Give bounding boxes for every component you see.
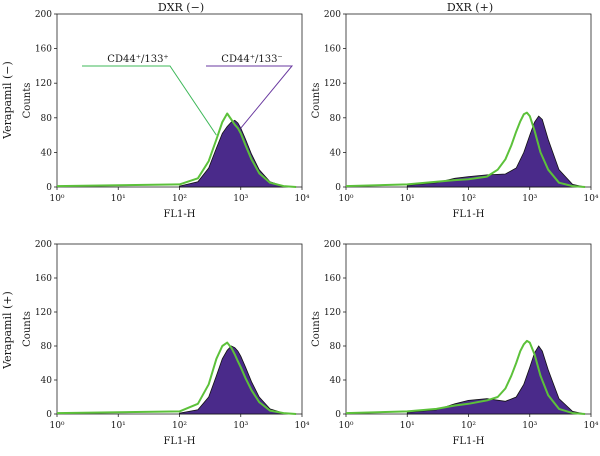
x-axis-label: FL1-H <box>452 436 484 447</box>
x-axis-label: FL1-H <box>163 436 195 447</box>
y-tick-label: 40 <box>41 148 53 158</box>
x-tick-label: 10⁴ <box>583 194 598 204</box>
row-label-verapamil-neg: Verapamil (−) <box>1 61 14 140</box>
y-tick-label: 120 <box>35 79 52 89</box>
y-tick-label: 40 <box>41 376 53 386</box>
y-tick-label: 80 <box>41 114 53 124</box>
x-tick-label: 10² <box>172 421 187 431</box>
y-tick-label: 40 <box>330 148 342 158</box>
y-tick-label: 200 <box>35 10 52 20</box>
x-axis-label: FL1-H <box>163 209 195 220</box>
panel-bottom-right: 0 40 80 120 160 200 10⁰ 10¹ 10² 10³ 10⁴ FL1-H Counts <box>311 240 599 447</box>
annotation-pointer-positive <box>82 65 217 136</box>
series-cd133-negative-area <box>179 119 297 188</box>
series-cd133-positive-line <box>56 341 297 415</box>
y-tick-label: 120 <box>324 308 341 318</box>
y-tick-label: 120 <box>324 79 341 89</box>
x-tick-label: 10⁴ <box>294 194 309 204</box>
series-cd133-negative-area <box>406 115 586 188</box>
series-cd133-negative-area <box>406 345 586 415</box>
row-label-verapamil-pos: Verapamil (+) <box>1 291 14 370</box>
panel-bottom-left: 0 40 80 120 160 200 10⁰ 10¹ 10² 10³ 10⁴ FL1-H Counts <box>22 240 310 447</box>
y-axis-label: Counts <box>311 311 322 347</box>
y-tick-label: 120 <box>35 308 52 318</box>
x-tick-label: 10⁰ <box>49 421 64 431</box>
x-tick-label: 10³ <box>522 421 537 431</box>
panel-top-left: 0 40 80 120 160 200 10⁰ 10¹ 10² 10³ 10⁴ FL1-H Counts… <box>22 10 310 220</box>
y-tick-label: 160 <box>35 45 52 55</box>
y-tick-label: 200 <box>324 10 341 20</box>
y-tick-label: 160 <box>35 274 52 284</box>
y-tick-label: 80 <box>330 114 342 124</box>
x-tick-label: 10⁰ <box>49 194 64 204</box>
y-tick-label: 160 <box>324 45 341 55</box>
x-tick-label: 10³ <box>233 421 248 431</box>
y-axis-label: Counts <box>311 83 322 119</box>
x-tick-label: 10⁴ <box>583 421 598 431</box>
x-tick-label: 10² <box>461 421 476 431</box>
series-cd133-positive-line <box>56 112 297 188</box>
x-tick-label: 10² <box>461 194 476 204</box>
column-title-dxr-pos: DXR (+) <box>447 1 493 14</box>
y-tick-label: 80 <box>41 342 53 352</box>
x-tick-label: 10¹ <box>400 421 415 431</box>
plot-frame <box>56 13 303 188</box>
x-axis-label: FL1-H <box>452 209 484 220</box>
x-tick-label: 10¹ <box>111 421 126 431</box>
y-axis-label: Counts <box>22 83 33 119</box>
column-title-dxr-neg: DXR (−) <box>158 1 204 14</box>
x-tick-label: 10⁰ <box>338 421 353 431</box>
y-tick-label: 0 <box>335 410 341 420</box>
x-tick-label: 10³ <box>233 194 248 204</box>
y-tick-label: 0 <box>335 183 341 193</box>
y-tick-label: 200 <box>35 240 52 250</box>
panel-top-right: 0 40 80 120 160 200 10⁰ 10¹ 10² 10³ 10⁴ FL1-H Counts <box>311 10 599 220</box>
x-tick-label: 10⁴ <box>294 421 309 431</box>
plot-frame <box>56 243 303 415</box>
y-axis-label: Counts <box>22 311 33 347</box>
y-tick-label: 160 <box>324 274 341 284</box>
x-tick-label: 10³ <box>522 194 537 204</box>
y-tick-label: 80 <box>330 342 342 352</box>
x-tick-label: 10¹ <box>111 194 126 204</box>
annotation-cd133-positive: CD44⁺/133⁺ <box>107 54 168 65</box>
y-tick-label: 0 <box>46 410 52 420</box>
y-tick-label: 200 <box>324 240 341 250</box>
y-tick-label: 0 <box>46 183 52 193</box>
annotation-cd133-negative: CD44⁺/133⁻ <box>221 54 282 65</box>
x-tick-label: 10² <box>172 194 187 204</box>
annotation-pointer-negative <box>206 65 294 129</box>
panels: 0 40 80 120 160 200 10⁰ 10¹ 10² 10³ 10⁴ FL1-H Counts… <box>22 10 599 447</box>
x-tick-label: 10⁰ <box>338 194 353 204</box>
y-tick-label: 40 <box>330 376 342 386</box>
series-cd133-positive-line <box>345 111 586 188</box>
series-cd133-positive-line <box>345 339 586 415</box>
x-tick-label: 10¹ <box>400 194 415 204</box>
